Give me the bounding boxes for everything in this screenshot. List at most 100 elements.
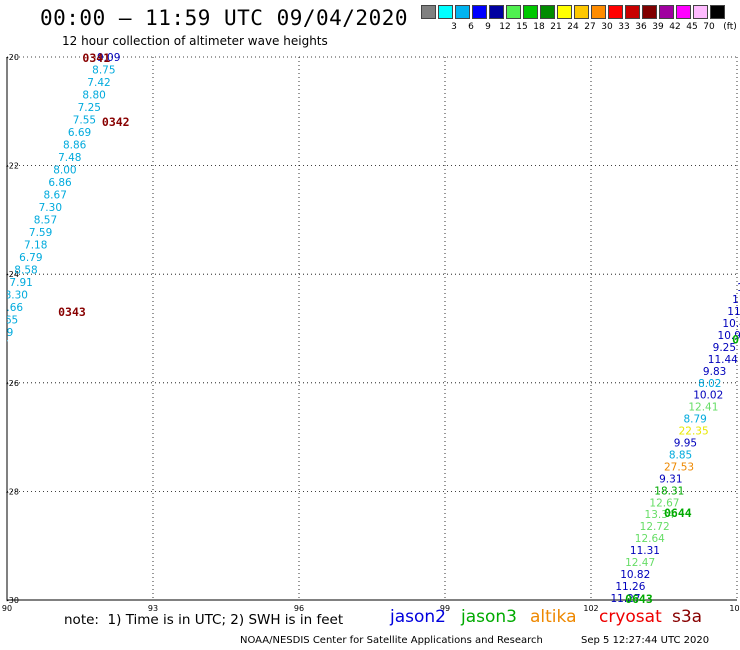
- pass-id-label: 0: [732, 332, 739, 346]
- data-point-label: 10.02: [693, 390, 723, 402]
- data-point-label: 11.2: [737, 282, 740, 294]
- legend-label: 12: [499, 22, 511, 32]
- data-point-label: 22.35: [679, 426, 709, 438]
- data-point-label: 12.47: [625, 557, 655, 569]
- legend-swatch: [557, 5, 572, 19]
- data-point-label: 7.49: [0, 327, 13, 339]
- data-point-label: 6.86: [48, 177, 72, 189]
- footer-timestamp: Sep 5 12:27:44 UTC 2020: [581, 635, 710, 646]
- chart-title: 00:00 – 11:59 UTC 09/04/2020: [40, 6, 409, 30]
- legend-label: 24: [567, 22, 579, 32]
- data-point-label: 18.31: [654, 485, 684, 497]
- data-point-label: 7.65: [0, 314, 18, 326]
- y-tick-label: -30: [6, 596, 19, 605]
- data-point-label: 10.43: [722, 318, 740, 330]
- legend-swatch: [421, 5, 436, 19]
- legend-swatch: [472, 5, 487, 19]
- data-point-label: 27.53: [664, 461, 694, 473]
- data-point-label: 8.80: [82, 89, 105, 101]
- data-layer: 9.098.757.428.807.257.556.698.867.488.00…: [0, 51, 740, 606]
- legend-label: 45: [686, 22, 698, 32]
- data-point-label: 8.86: [63, 139, 87, 151]
- legend-unit: (ft): [723, 22, 737, 32]
- legend-swatch: [710, 5, 725, 19]
- legend-swatch: [659, 5, 674, 19]
- chart-subtitle: 12 hour collection of altimeter wave hei…: [62, 34, 328, 48]
- footer-credit: NOAA/NESDIS Center for Satellite Applica…: [240, 635, 543, 646]
- data-point-label: 11.56: [727, 306, 740, 318]
- data-point-label: 8.02: [698, 378, 721, 390]
- legend-label: 9: [485, 22, 491, 32]
- data-point-label: 12.72: [640, 521, 670, 533]
- data-point-label: 7.55: [73, 114, 96, 126]
- data-point-label: 9.31: [659, 473, 682, 485]
- pass-id-label: 0341: [82, 51, 110, 65]
- legend-label: 42: [669, 22, 681, 32]
- satellite-jason2: jason2: [390, 607, 446, 627]
- data-point-label: 8.67: [44, 189, 67, 201]
- data-point-label: 11.31: [630, 545, 660, 557]
- data-point-label: 9.25: [713, 342, 736, 354]
- satellite-altika: altika: [530, 607, 577, 627]
- legend-swatch: [608, 5, 623, 19]
- data-point-label: 6.87: [0, 339, 8, 351]
- legend-swatch: [438, 5, 453, 19]
- x-tick-label: 102: [583, 604, 598, 613]
- data-point-label: 9.09: [97, 52, 120, 64]
- legend-label: 39: [652, 22, 664, 32]
- legend-label: 33: [618, 22, 630, 32]
- data-point-label: 6.80: [0, 352, 4, 364]
- data-point-label: 8.57: [34, 214, 57, 226]
- legend-swatch: [574, 5, 589, 19]
- legend-label: 21: [550, 22, 562, 32]
- data-point-label: 11.44: [708, 354, 738, 366]
- legend-swatch: [625, 5, 640, 19]
- legend-label: 36: [635, 22, 647, 32]
- data-point-label: 7.30: [39, 202, 62, 214]
- legend-swatch: [591, 5, 606, 19]
- data-point-label: 12.64: [635, 533, 665, 545]
- data-point-label: 7.59: [29, 227, 52, 239]
- footnote: note: 1) Time is in UTC; 2) SWH is in fe…: [64, 612, 344, 628]
- legend-swatch: [455, 5, 470, 19]
- legend-swatch: [676, 5, 691, 19]
- x-tick-label: 90: [2, 604, 12, 613]
- data-point-label: 8.79: [683, 414, 706, 426]
- data-point-label: 10.95: [718, 330, 740, 342]
- data-point-label: 13.34: [645, 509, 675, 521]
- data-point-label: 9.95: [674, 438, 697, 450]
- data-point-label: 7.66: [0, 302, 23, 314]
- legend-swatch: [642, 5, 657, 19]
- pass-id-label: 0643: [625, 592, 653, 606]
- data-point-label: 8.00: [53, 164, 76, 176]
- legend-swatch: [523, 5, 538, 19]
- data-point-label: 12.41: [688, 402, 718, 414]
- x-tick-label: 96: [294, 604, 304, 613]
- data-point-label: 6.69: [68, 127, 91, 139]
- x-tick-label: 99: [440, 604, 450, 613]
- data-point-label: 11.26: [615, 581, 645, 593]
- legend-swatch: [506, 5, 521, 19]
- y-tick-label: -20: [6, 53, 19, 62]
- data-point-label: 9.83: [703, 366, 726, 378]
- legend-label: 27: [584, 22, 596, 32]
- data-point-label: 8.58: [14, 264, 37, 276]
- legend-label: 15: [516, 22, 528, 32]
- data-point-label: 10.82: [620, 569, 650, 581]
- data-point-label: 7.42: [87, 77, 110, 89]
- legend-label: 6: [468, 22, 474, 32]
- satellite-s3a: s3a: [672, 607, 703, 627]
- pass-id-label: 0343: [58, 305, 86, 319]
- data-point-label: 12.67: [649, 497, 679, 509]
- y-tick-label: -24: [6, 270, 19, 279]
- data-point-label: 7.48: [58, 152, 81, 164]
- legend-label: 18: [533, 22, 545, 32]
- legend-swatch: [489, 5, 504, 19]
- data-point-label: 6.79: [19, 252, 42, 264]
- legend-label: 3: [451, 22, 457, 32]
- data-point-label: 7.91: [9, 277, 32, 289]
- data-point-label: 7.18: [24, 239, 47, 251]
- legend-label: 70: [703, 22, 715, 32]
